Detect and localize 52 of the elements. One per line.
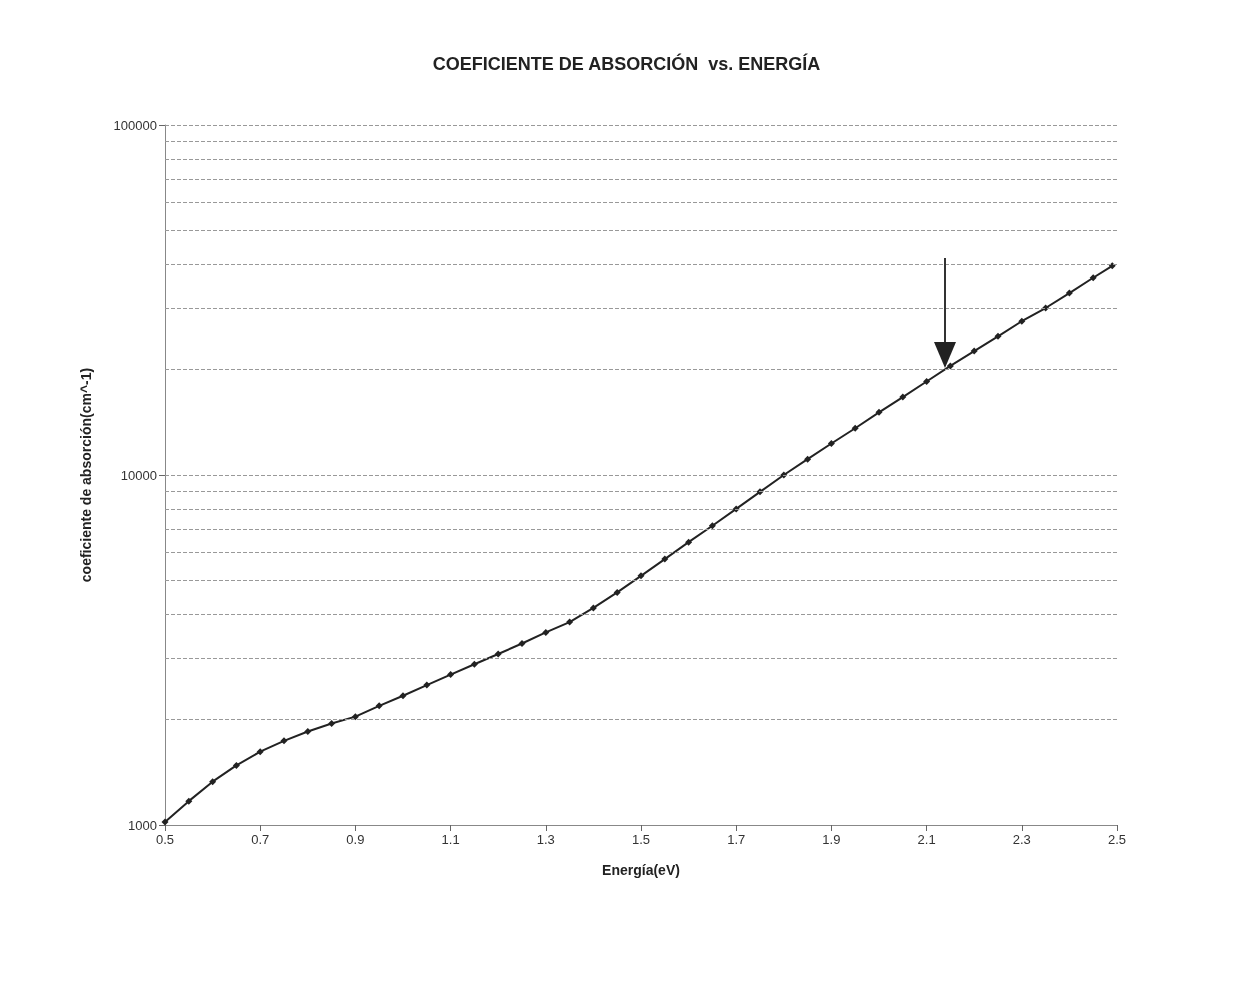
x-tick-label: 0.5 [155,832,175,847]
x-tick-label: 2.1 [917,832,936,847]
point [1089,274,1097,282]
point [708,522,716,530]
y-tick-label: 10000 [120,467,157,483]
x-tick-label: 1.9 [822,832,841,847]
point [209,778,217,786]
point [946,362,954,370]
point [185,797,193,805]
chart-title: COEFICIENTE DE ABSORCIÓN vs. ENERGÍA [432,53,821,74]
point [613,588,621,596]
point [566,618,574,626]
x-tick-label: 0.9 [346,832,365,847]
point [494,650,502,658]
y-tick-label: 100000 [113,117,157,133]
y-tick-label: 1000 [128,817,157,833]
y-axis-title: coeficiente de absorción(cm^-1) [78,367,94,583]
point [589,604,597,612]
point [375,702,383,710]
point [470,660,478,668]
point [827,440,835,448]
point [518,640,526,648]
point [970,347,978,355]
point [256,748,264,756]
point [685,538,693,546]
point [1018,317,1026,325]
x-tick-label: 1.5 [631,832,651,847]
point [280,737,288,745]
point [804,455,812,463]
point [542,628,550,636]
point [232,761,240,769]
point [851,424,859,432]
x-tick-label: 0.7 [251,832,270,847]
point [447,671,455,679]
point [637,572,645,580]
x-axis-title: Energía(eV) [602,862,680,878]
point [423,681,431,689]
x-tick-label: 1.7 [727,832,746,847]
x-tick-label: 2.5 [1107,832,1127,847]
point [899,393,907,401]
point [351,713,359,721]
point [994,332,1002,340]
point [923,377,931,385]
x-tick-label: 1.3 [536,832,555,847]
point [1065,289,1073,297]
point [399,692,407,700]
x-tick-label: 1.1 [441,832,460,847]
point [304,727,312,735]
point [328,719,336,727]
x-tick-label: 2.3 [1012,832,1031,847]
point [661,555,669,563]
point [875,408,883,416]
